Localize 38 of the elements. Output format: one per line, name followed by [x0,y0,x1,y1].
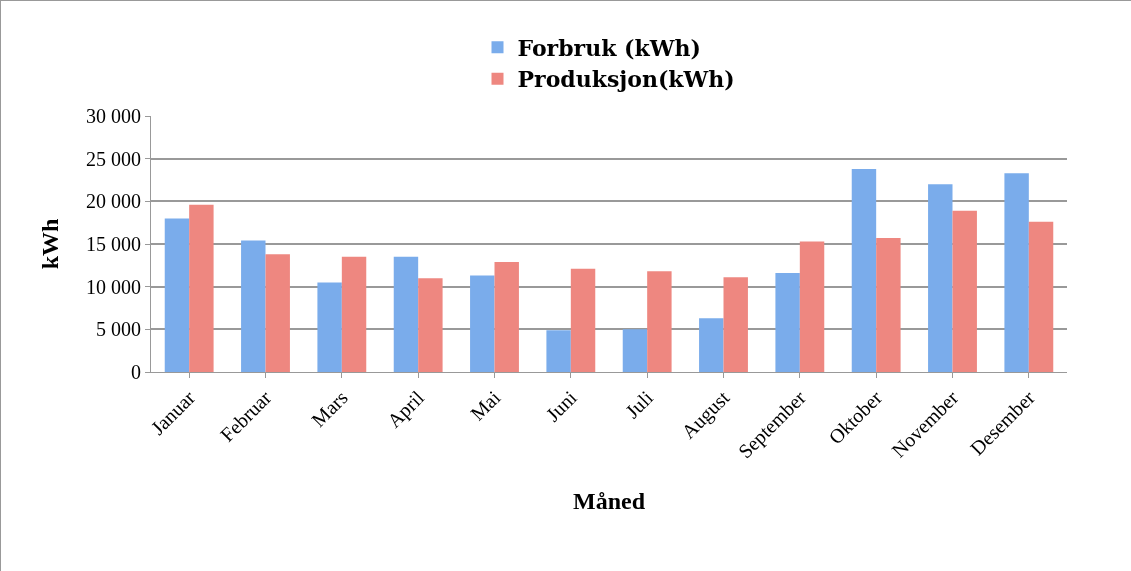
bar [341,256,367,372]
bar [393,256,419,372]
bar [470,275,495,372]
bar [876,238,901,372]
bar [647,271,672,372]
y-tick-label: 5 000 [96,318,141,341]
bar [775,273,800,372]
bar [851,168,877,372]
bar [546,330,571,372]
legend-label: Produksjon(kWh) [517,66,735,93]
x-tick-label: Mai [466,386,505,425]
bar [622,329,648,372]
x-tick-label: Juni [541,386,582,426]
bar [699,318,724,372]
bar [418,278,443,372]
y-tick-label: 30 000 [86,105,141,127]
bar [317,282,342,372]
legend-label: Forbruk (kWh) [517,34,701,61]
bar [265,254,290,372]
y-tick-label: 15 000 [86,233,141,255]
x-axis-title: Måned [573,488,646,515]
bar [1004,173,1029,372]
y-axis-title: kWh [37,218,64,270]
bar [570,268,596,372]
bar [723,277,748,372]
bar [189,204,214,372]
bar [164,218,190,372]
bar [494,261,519,372]
bar [952,210,977,372]
x-tick-label: Juli [621,386,658,423]
y-tick-label: 20 000 [86,190,141,213]
y-tick-label: 25 000 [86,147,141,170]
bar [241,240,266,372]
y-tick-label: 0 [131,361,141,383]
bar [799,241,825,372]
bar [928,184,953,372]
y-tick-label: 10 000 [86,275,141,298]
bar [1028,221,1054,372]
